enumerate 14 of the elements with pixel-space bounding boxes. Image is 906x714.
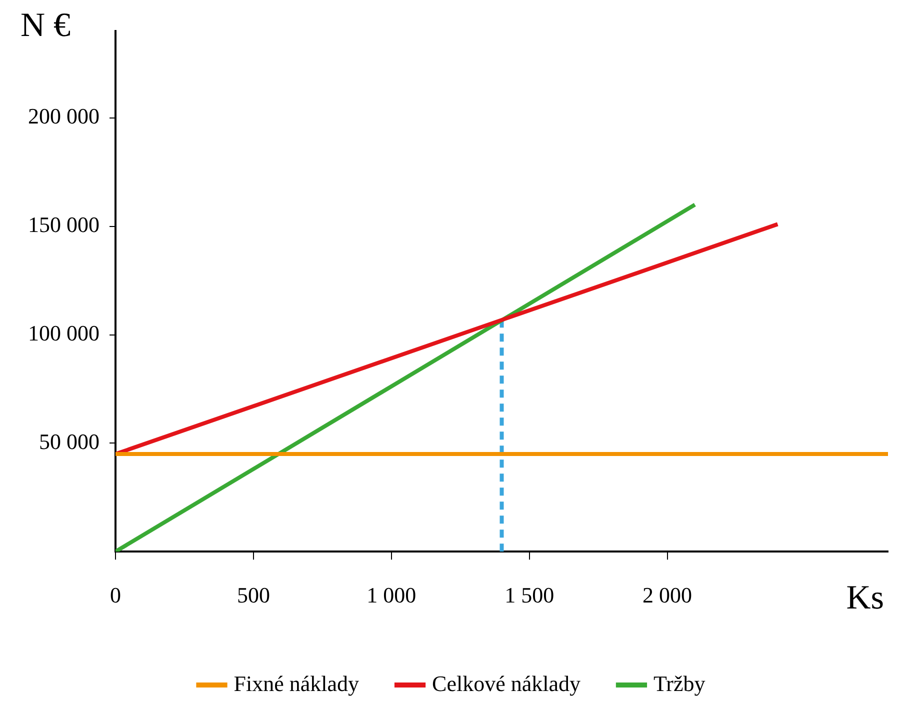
x-axis-title: Ks	[846, 580, 884, 617]
legend-label: Fixné náklady	[234, 670, 360, 696]
y-tick-label: 200 000	[28, 104, 100, 129]
x-tick-label: 2 000	[642, 582, 692, 608]
x-tick-label: 0	[110, 582, 121, 608]
y-tick-label: 50 000	[39, 428, 100, 454]
x-tick-label: 500	[236, 582, 270, 608]
legend-label: Celkové náklady	[432, 670, 580, 696]
y-tick-label: 150 000	[28, 212, 100, 238]
x-tick-label: 1 000	[366, 582, 416, 608]
y-tick-label: 100 000	[28, 320, 100, 346]
x-tick-label: 1 500	[504, 582, 554, 608]
y-axis-title: N €	[20, 6, 71, 44]
legend-label: Tržby	[653, 670, 706, 696]
